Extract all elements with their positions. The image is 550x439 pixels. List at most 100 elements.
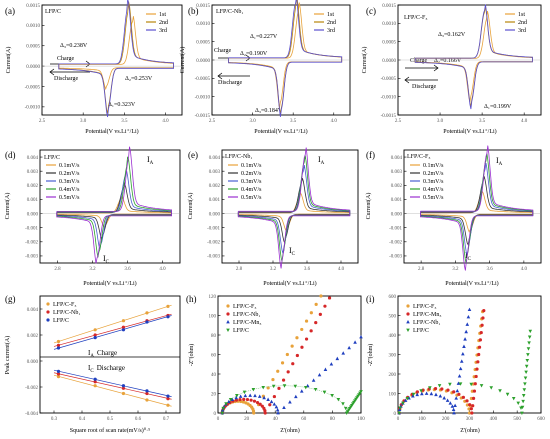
- legend-label-f: 0.2mV/s: [423, 171, 444, 177]
- x-label-i: Z'(ohm): [460, 427, 479, 434]
- ia-label-d: IA: [147, 155, 154, 166]
- panel-letter-b: (b): [188, 6, 199, 16]
- data-point-i: [428, 386, 432, 390]
- x-tick-label-d: 3.6: [124, 267, 131, 272]
- data-point-i: [401, 401, 405, 405]
- data-point-g: [121, 325, 126, 329]
- panel-tag-e: LFP/C-Nb₁: [225, 154, 252, 160]
- legend-marker-i: [406, 304, 410, 308]
- data-point-h: [299, 389, 304, 393]
- legend-marker-g: [46, 310, 50, 314]
- x-tick-label-h: 100: [357, 417, 365, 422]
- y-label-b: Current(A): [179, 47, 186, 74]
- x-tick-label-b: 3.5: [290, 119, 297, 124]
- legend-label-d: 0.3mV/s: [59, 179, 80, 185]
- plot-frame-a: [41, 4, 183, 116]
- panel-tag-a: LFP/C: [45, 9, 61, 15]
- data-point-i: [434, 392, 438, 397]
- data-point-i: [464, 329, 468, 334]
- legend-label-f: 0.5mV/s: [423, 195, 444, 201]
- data-point-i: [526, 353, 530, 357]
- data-point-i: [474, 374, 478, 379]
- data-point-h: [228, 397, 233, 402]
- data-point-h: [276, 369, 280, 373]
- x-label-h: Z'(ohm): [280, 427, 299, 434]
- ia-label-e: IA: [318, 155, 325, 166]
- x-tick-label-i: 300: [466, 417, 474, 422]
- data-point-i: [469, 407, 473, 411]
- data-point-h: [234, 398, 239, 402]
- data-point-g: [121, 384, 126, 388]
- data-point-i: [466, 315, 471, 319]
- data-point-i: [467, 411, 472, 415]
- data-point-i: [463, 337, 467, 341]
- ann-b-1: Δ₁=0.227V: [250, 34, 278, 40]
- data-point-i: [516, 401, 521, 405]
- chart-marks: 2.5 3.0 3.5 4.00.00150.00100.00050.0000-0.0…: [25, 0, 545, 422]
- legend-label-e: 0.1mV/s: [241, 163, 262, 169]
- data-point-g: [56, 375, 61, 379]
- data-point-i: [457, 374, 462, 378]
- cv-series-b: [228, 0, 343, 117]
- data-point-h: [263, 409, 267, 413]
- y-tick-label-g: 0.000: [27, 360, 39, 365]
- y-tick-label-a: 0.0000: [26, 65, 40, 70]
- legend-marker-g: [46, 318, 50, 322]
- data-point-h: [281, 378, 286, 382]
- data-point-i: [456, 381, 461, 385]
- data-point-i: [458, 366, 463, 371]
- data-point-i: [472, 389, 477, 393]
- data-point-i: [461, 351, 465, 356]
- data-point-h: [242, 397, 246, 401]
- x-tick-label-b: 3.0: [249, 119, 256, 124]
- data-point-i: [477, 352, 481, 357]
- panel-letter-a: (a): [5, 6, 15, 16]
- y-tick-label-d: 0.002: [27, 184, 39, 189]
- data-point-i: [450, 404, 455, 408]
- x-tick-label-f: 4.0: [521, 267, 528, 272]
- data-point-i: [524, 364, 529, 369]
- charge-label-c: Charge: [410, 58, 428, 64]
- fit-line-g: [53, 304, 172, 344]
- data-point-h: [282, 405, 286, 409]
- data-point-i: [527, 341, 531, 345]
- y-tick-label-i: 0: [394, 412, 397, 417]
- y-tick-label-d: -0.003: [25, 255, 38, 260]
- panel-d: (d) LFP/C IA IC Current(A) Potential(V v…: [4, 149, 181, 287]
- legend-marker-g: [46, 302, 50, 306]
- y-tick-label-h: 120: [209, 295, 217, 300]
- data-point-i: [528, 329, 533, 334]
- ia-label-f: IA: [496, 156, 503, 167]
- data-point-i: [476, 360, 480, 364]
- legend-label-f: 0.1mV/s: [423, 163, 444, 169]
- data-point-i: [437, 384, 442, 388]
- data-point-i: [467, 307, 472, 312]
- data-point-h: [288, 400, 292, 404]
- data-point-i: [462, 344, 466, 348]
- discharge-arrow-c: [404, 76, 438, 84]
- data-point-g: [166, 403, 170, 407]
- data-point-i: [465, 399, 469, 403]
- panel-letter-g: (g): [5, 294, 16, 304]
- plot-frame-e: [221, 149, 359, 264]
- y-tick-label-f: -0.003: [389, 255, 402, 260]
- data-point-g: [145, 391, 149, 396]
- data-point-i: [420, 391, 424, 396]
- data-point-h: [253, 393, 257, 398]
- data-point-g: [56, 343, 61, 347]
- data-point-h: [245, 397, 250, 402]
- data-point-i: [523, 376, 528, 380]
- data-point-i: [470, 411, 474, 415]
- x-tick-label-i: 200: [442, 417, 450, 422]
- x-tick-label-c: 3.0: [437, 119, 444, 124]
- data-point-h: [242, 390, 247, 395]
- y-label-g: Peak current(A): [4, 336, 11, 374]
- data-point-i: [511, 396, 516, 401]
- data-point-h: [271, 384, 276, 389]
- data-point-g: [56, 339, 61, 344]
- data-point-g: [145, 320, 149, 324]
- legend-label-d: 0.1mV/s: [59, 163, 80, 169]
- data-point-h: [359, 390, 363, 394]
- data-point-i: [415, 392, 420, 397]
- data-point-h: [258, 402, 262, 406]
